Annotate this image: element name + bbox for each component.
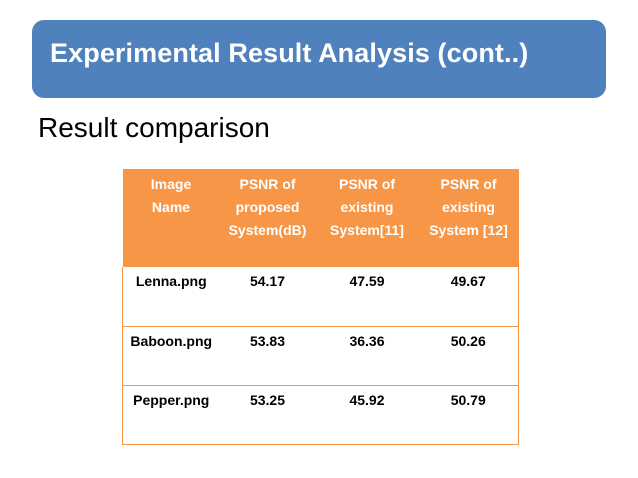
table-header-row: Image Name PSNR of proposed System(dB) P… bbox=[122, 169, 519, 267]
header-psnr-existing-11: PSNR of existing System[11] bbox=[315, 169, 419, 267]
title-banner: Experimental Result Analysis (cont..) bbox=[32, 20, 606, 98]
cell-psnr-proposed: 54.17 bbox=[219, 267, 316, 327]
header-psnr-existing-12: PSNR of existing System [12] bbox=[418, 169, 519, 267]
cell-psnr-existing-11: 36.36 bbox=[315, 326, 419, 386]
slide-subtitle: Result comparison bbox=[38, 112, 270, 143]
cell-psnr-proposed: 53.25 bbox=[219, 385, 316, 445]
cell-psnr-existing-12: 50.79 bbox=[418, 385, 519, 445]
header-image-name: Image Name bbox=[122, 169, 220, 267]
psnr-comparison-table: Image Name PSNR of proposed System(dB) P… bbox=[122, 169, 519, 445]
cell-psnr-existing-11: 45.92 bbox=[315, 385, 419, 445]
cell-image-name: Baboon.png bbox=[122, 326, 220, 386]
cell-psnr-existing-12: 49.67 bbox=[418, 267, 519, 327]
table-row: Lenna.png 54.17 47.59 49.67 bbox=[122, 267, 519, 327]
table-row: Baboon.png 53.83 36.36 50.26 bbox=[122, 326, 519, 386]
cell-psnr-existing-12: 50.26 bbox=[418, 326, 519, 386]
slide-title: Experimental Result Analysis (cont..) bbox=[50, 37, 529, 68]
cell-psnr-existing-11: 47.59 bbox=[315, 267, 419, 327]
cell-psnr-proposed: 53.83 bbox=[219, 326, 316, 386]
table-row: Pepper.png 53.25 45.92 50.79 bbox=[122, 385, 519, 445]
cell-image-name: Lenna.png bbox=[122, 267, 220, 327]
header-psnr-proposed: PSNR of proposed System(dB) bbox=[219, 169, 316, 267]
cell-image-name: Pepper.png bbox=[122, 385, 220, 445]
